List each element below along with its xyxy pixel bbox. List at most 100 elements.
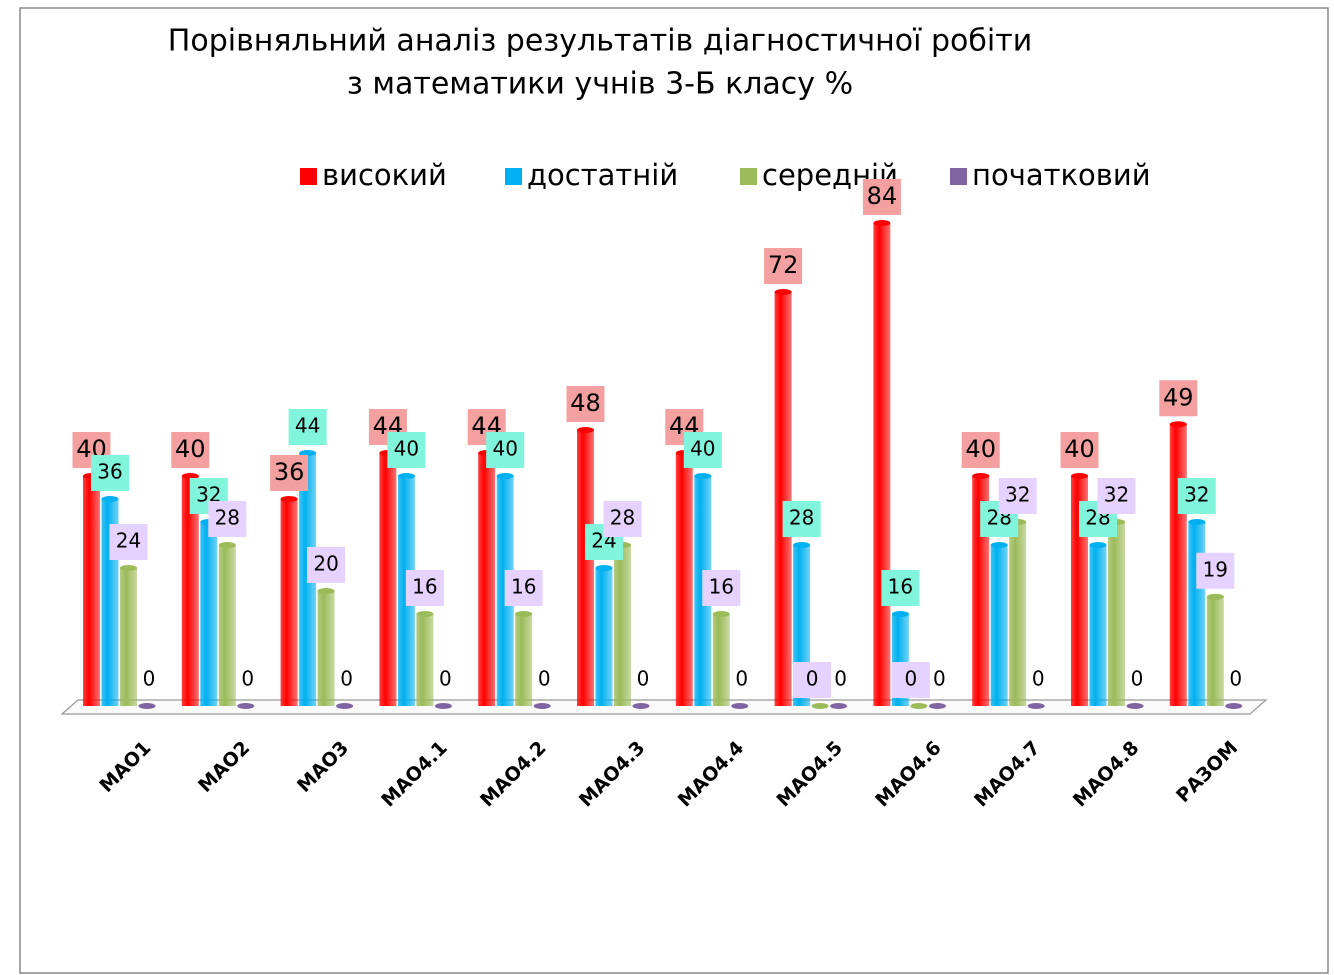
bar: [181, 476, 199, 706]
floor: [60, 699, 1268, 715]
data-label-box: [405, 570, 444, 606]
bar-cap: [397, 473, 415, 479]
data-label-box: [782, 501, 821, 537]
legend-label: високий: [322, 158, 447, 192]
data-label-box: [208, 501, 247, 537]
bar-cap: [910, 703, 928, 709]
data-label: 32: [1005, 483, 1030, 507]
bar: [1009, 522, 1027, 706]
bar: [1188, 522, 1206, 706]
data-label: 19: [1203, 557, 1228, 581]
data-label: 0: [1131, 667, 1144, 691]
bar-cap: [632, 703, 650, 709]
bar-cap: [1126, 703, 1144, 709]
bar-cap: [712, 611, 730, 617]
data-label-box: [307, 547, 346, 583]
bar-cap: [873, 220, 891, 226]
data-label-box: [1177, 478, 1216, 514]
data-label: 0: [637, 667, 650, 691]
bar-cap: [218, 542, 236, 548]
data-label: 49: [1163, 383, 1194, 411]
data-label-box: [1159, 380, 1198, 417]
bar-cap: [1169, 421, 1187, 428]
bar: [416, 614, 434, 706]
data-label-box: [603, 501, 642, 537]
bar-cap: [1027, 703, 1045, 709]
bar-cap: [731, 703, 749, 709]
data-label: 48: [570, 389, 601, 417]
data-label-box: [891, 662, 930, 698]
data-label-box: [91, 455, 129, 491]
bar-cap: [891, 611, 909, 617]
bar: [200, 522, 218, 706]
bar: [873, 223, 891, 706]
data-label: 0: [439, 667, 452, 691]
bar: [379, 453, 397, 706]
bar: [1206, 596, 1224, 706]
bar: [83, 476, 100, 706]
bar-cap: [299, 450, 317, 456]
data-label-box: [881, 570, 920, 606]
data-label: 40: [492, 437, 517, 461]
bar: [614, 545, 631, 706]
data-label: 40: [394, 437, 419, 461]
data-label: 24: [116, 529, 141, 553]
data-label: 0: [834, 667, 847, 691]
data-label: 40: [175, 435, 206, 463]
data-label: 0: [735, 667, 748, 691]
legend-swatch: [505, 168, 522, 185]
bar: [774, 292, 792, 706]
data-label-box: [288, 409, 327, 445]
data-label: 84: [867, 182, 898, 210]
bar-cap: [496, 473, 514, 479]
bar: [218, 545, 236, 706]
bar-cap: [1206, 593, 1224, 600]
bar: [577, 430, 594, 706]
data-label: 28: [610, 506, 635, 530]
data-label: 0: [905, 667, 918, 691]
data-label: 32: [1184, 483, 1209, 507]
data-label: 16: [412, 575, 437, 599]
data-label: 44: [295, 414, 320, 438]
data-label-box: [270, 455, 309, 491]
bar-cap: [280, 496, 298, 502]
bar-cap: [990, 542, 1008, 548]
data-label: 28: [789, 506, 814, 530]
data-label: 40: [965, 435, 996, 463]
bar: [280, 499, 298, 706]
legend-label: початковий: [972, 158, 1151, 192]
bar: [712, 614, 730, 706]
data-label: 0: [241, 667, 254, 691]
legend-swatch: [950, 168, 967, 185]
data-label-box: [171, 432, 210, 468]
data-label: 40: [1064, 435, 1095, 463]
data-label: 0: [806, 667, 819, 691]
data-label: 28: [215, 506, 240, 530]
data-label-box: [109, 524, 148, 560]
legend-swatch: [300, 168, 317, 185]
chart-title: Порівняльний аналіз результатів діагност…: [168, 24, 1032, 59]
bar: [478, 453, 496, 706]
data-label: 20: [313, 552, 338, 576]
bar: [990, 545, 1008, 706]
bar: [1169, 424, 1187, 706]
legend-label: достатній: [527, 158, 678, 192]
data-label-box: [998, 478, 1037, 514]
bar-cap: [317, 588, 335, 594]
data-label-box: [793, 662, 832, 698]
bar: [1089, 545, 1107, 706]
bar-cap: [811, 703, 829, 709]
data-label: 16: [888, 575, 913, 599]
bar-cap: [793, 542, 811, 548]
data-label: 40: [690, 437, 715, 461]
bar-cap: [830, 703, 848, 709]
bar-cap: [928, 703, 946, 709]
bar: [317, 591, 335, 706]
bar-cap: [434, 703, 452, 709]
data-label: 0: [1229, 667, 1242, 691]
data-label: 16: [709, 575, 734, 599]
bar-cap: [533, 703, 551, 709]
data-label-box: [387, 432, 426, 468]
data-label-box: [504, 570, 543, 606]
